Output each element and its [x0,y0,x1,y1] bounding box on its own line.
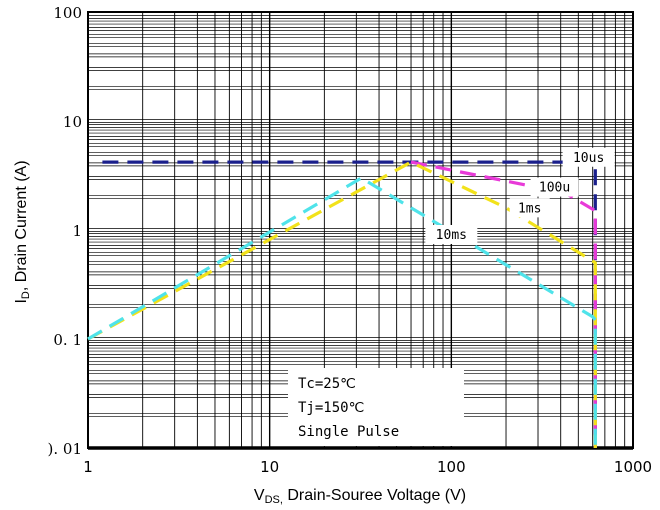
condition-tc: Tc=25℃ [298,376,356,392]
conditions-box: Tc=25℃ Tj=150℃ Single Pulse [288,368,464,446]
condition-tj: Tj=150℃ [298,400,364,416]
y-axis-label-rest: , Drain Current (A) [13,160,30,291]
y-tick-label: 100 [53,4,82,22]
y-axis-label-sub: D [20,291,32,299]
curve-label-bg-100u [530,177,579,197]
x-tick-label: 1 [83,458,93,476]
series-line-1ms [87,160,597,448]
curve-label-bg-10us [562,147,615,167]
x-axis-label-rest: Drain-Souree Voltage (V) [283,487,466,504]
series-layer [87,160,597,448]
curve-label-10us: 10us [573,151,604,166]
plot-frame [87,11,634,449]
grid [87,12,633,450]
y-axis-label-main: I [13,299,30,303]
curve-label-1ms: 1ms [518,201,541,216]
x-axis-label: VDS, Drain-Souree Voltage (V) [254,487,466,506]
series-line-10ms [87,176,597,448]
condition-pulse: Single Pulse [298,424,399,440]
y-tick-label: 10 [63,113,82,131]
x-tick-label: 100 [437,458,466,476]
y-tick-label: 0. 1 [53,331,82,349]
y-axis-label: ID, Drain Current (A) [13,160,32,303]
x-tick-label: 10 [260,458,279,476]
curve-label-bg-1ms [509,198,550,218]
y-tick-label: 1 [72,222,82,240]
curve-label-bg-10ms [425,224,478,244]
x-axis-label-main: V [254,487,265,504]
x-tick-label: 1000 [614,458,652,476]
x-axis-label-sub: DS, [265,494,283,506]
curve-label-100u: 100u [539,181,570,196]
curve-label-10ms: 10ms [436,228,467,243]
y-tick-label: ). 01 [48,440,82,458]
conditions-box-bg [288,368,464,446]
